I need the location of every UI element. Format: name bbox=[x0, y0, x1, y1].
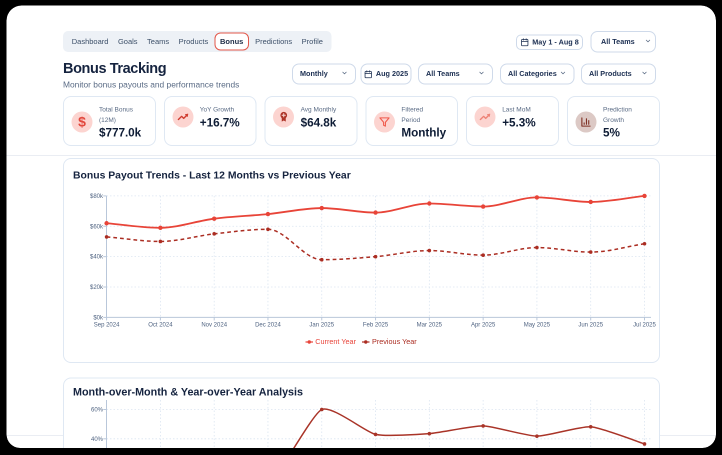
svg-text:$40k: $40k bbox=[90, 255, 104, 261]
svg-text:$0k: $0k bbox=[93, 315, 104, 321]
svg-text:Jun 2025: Jun 2025 bbox=[578, 323, 603, 329]
svg-text:$80k: $80k bbox=[90, 194, 104, 200]
svg-text:Jul 2025: Jul 2025 bbox=[633, 323, 656, 329]
svg-text:Jan 2025: Jan 2025 bbox=[309, 323, 334, 329]
svg-text:May 2025: May 2025 bbox=[524, 323, 551, 329]
svg-text:Apr 2025: Apr 2025 bbox=[471, 323, 496, 329]
svg-text:Mar 2025: Mar 2025 bbox=[417, 323, 443, 329]
svg-text:Oct 2024: Oct 2024 bbox=[148, 323, 173, 329]
svg-text:60%: 60% bbox=[91, 408, 104, 414]
svg-text:$20k: $20k bbox=[90, 285, 104, 291]
svg-text:40%: 40% bbox=[91, 437, 104, 443]
svg-text:Nov 2024: Nov 2024 bbox=[201, 323, 227, 329]
svg-text:Dec 2024: Dec 2024 bbox=[255, 323, 281, 329]
svg-text:Sep 2024: Sep 2024 bbox=[94, 323, 120, 329]
svg-text:$60k: $60k bbox=[90, 224, 104, 230]
svg-text:Feb 2025: Feb 2025 bbox=[363, 323, 389, 329]
